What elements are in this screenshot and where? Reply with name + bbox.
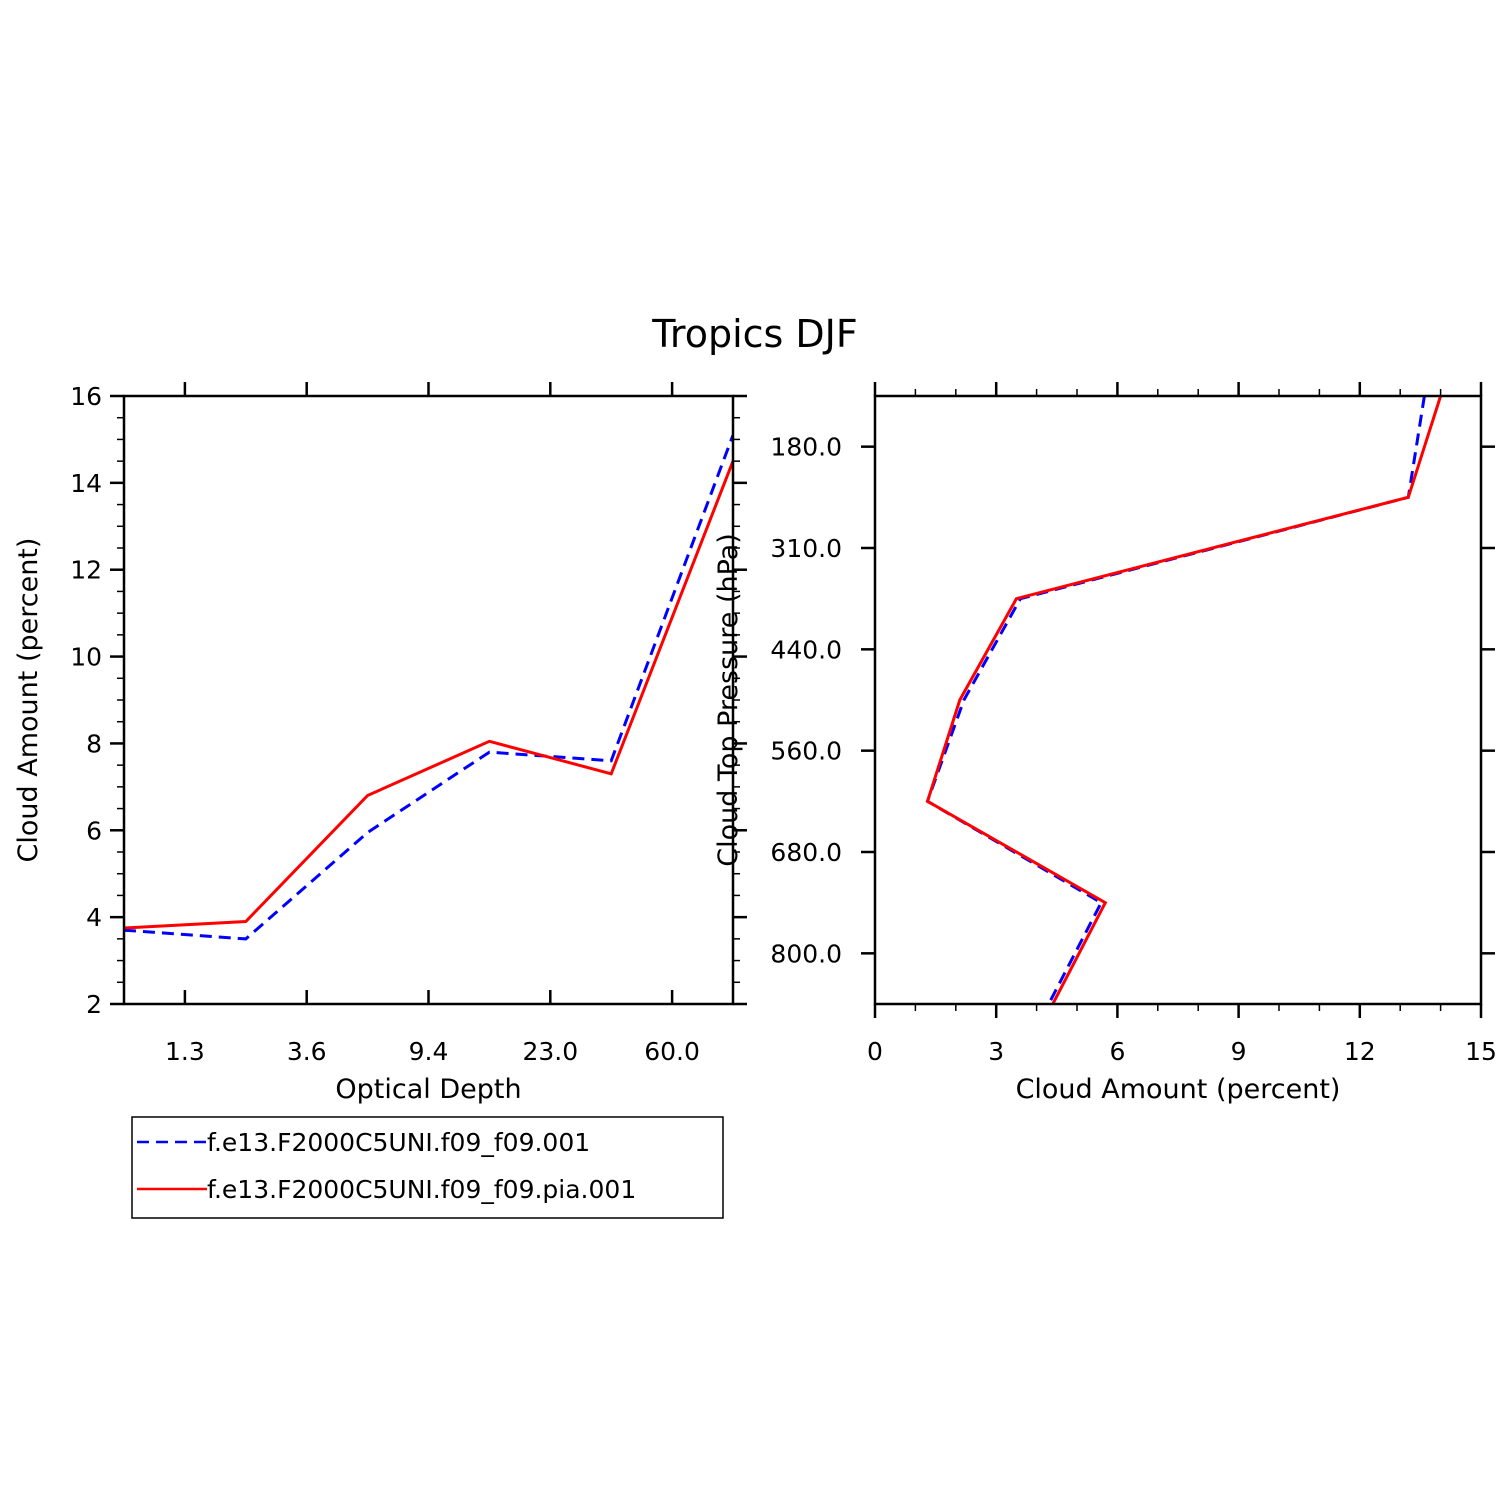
series-line-model-b [925,396,1443,1004]
right-x-tick-label: 3 [988,1037,1004,1066]
right-y-tick-label: 680.0 [770,838,842,867]
right-y-tick-label: 310.0 [770,534,842,563]
right-x-tick-label: 0 [867,1037,883,1066]
right-y-axis-label: Cloud Top Pressure (hPa) [713,533,744,867]
right-x-tick-label: 9 [1231,1037,1247,1066]
legend-box [131,1116,724,1219]
left-y-tick-label: 4 [86,903,102,932]
right-y-tick-label: 180.0 [770,433,842,462]
optical-depth-panel: 2 4 6 8 10 12 14 16 1.3 3.6 9.4 23.0 60.0 Optical De… [13,382,747,1105]
left-y-tick-label: 2 [86,990,102,1019]
left-plot-frame [122,394,735,1006]
left-y-tick-label: 14 [70,469,102,498]
series-line-model-a [124,434,733,941]
left-x-tick-label: 3.6 [287,1037,327,1066]
right-x-axis-label: Cloud Amount (percent) [1016,1074,1341,1105]
left-x-axis-label: Optical Depth [335,1074,521,1105]
right-x-tick-label: 12 [1344,1037,1376,1066]
pressure-panel: 0 3 6 9 12 15 180.0 310.0 440.0 560.0 680.0 800.0 C… [713,382,1497,1105]
left-y-tick-label: 16 [70,382,102,411]
left-x-tick-label: 23.0 [522,1037,578,1066]
left-y-tick-label: 10 [70,643,102,672]
chart-title: Tropics DJF [651,312,857,356]
legend-label-model-b: f.e13.F2000C5UNI.f09_f09.pia.001 [207,1175,636,1204]
legend: f.e13.F2000C5UNI.f09_f09.001 f.e13.F2000… [131,1116,724,1219]
right-y-tick-label: 800.0 [770,939,842,968]
legend-label-model-a: f.e13.F2000C5UNI.f09_f09.001 [207,1128,590,1157]
left-y-axis-label: Cloud Amount (percent) [13,538,44,863]
right-y-tick-label: 440.0 [770,635,842,664]
series-line-model-b [124,460,733,930]
left-y-tick-label: 6 [86,816,102,845]
right-y-tick-label: 560.0 [770,737,842,766]
right-x-tick-label: 6 [1109,1037,1125,1066]
left-x-tick-label: 9.4 [409,1037,449,1066]
series-line-model-a [925,396,1426,1004]
left-y-tick-label: 8 [86,729,102,758]
right-plot-frame [873,394,1483,1006]
left-y-tick-label: 12 [70,556,102,585]
left-x-tick-label: 60.0 [644,1037,700,1066]
right-x-tick-label: 15 [1465,1037,1497,1066]
left-x-tick-label: 1.3 [165,1037,205,1066]
